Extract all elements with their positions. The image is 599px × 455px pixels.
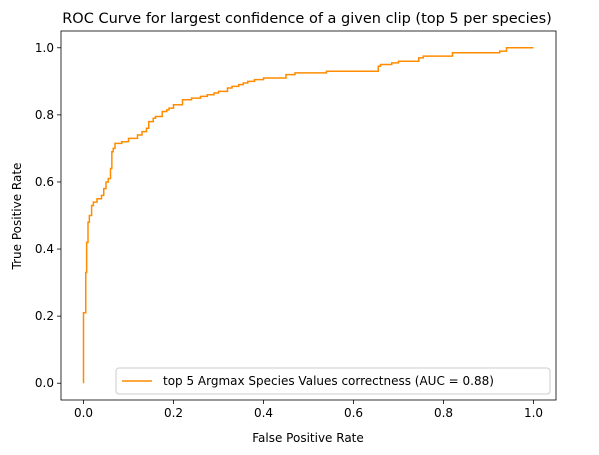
y-tick-label: 0.6 (35, 175, 54, 189)
y-tick-label: 0.4 (35, 242, 54, 256)
y-tick-label: 0.0 (35, 376, 54, 390)
x-axis-ticks: 0.0 0.2 0.4 0.6 0.8 1.0 (74, 400, 543, 420)
x-tick-label: 0.0 (74, 406, 93, 420)
x-axis-label: False Positive Rate (252, 431, 364, 445)
legend: top 5 Argmax Species Values correctness … (115, 367, 551, 395)
y-axis-label: True Positive Rate (10, 163, 24, 271)
y-tick-label: 0.8 (35, 108, 54, 122)
legend-box (115, 367, 551, 395)
plot-area-frame (60, 30, 557, 401)
x-tick-label: 0.4 (254, 406, 273, 420)
y-axis-ticks: 0.0 0.2 0.4 0.6 0.8 1.0 (35, 41, 61, 390)
x-tick-label: 0.6 (344, 406, 363, 420)
x-tick-label: 0.2 (164, 406, 183, 420)
chart-title: ROC Curve for largest confidence of a gi… (62, 11, 552, 27)
y-tick-label: 1.0 (35, 41, 54, 55)
x-tick-label: 0.8 (434, 406, 453, 420)
series-layer (82, 47, 534, 384)
x-tick-label: 1.0 (524, 406, 543, 420)
roc-series-line-0 (82, 47, 534, 384)
legend-label: top 5 Argmax Species Values correctness … (163, 374, 494, 388)
y-tick-label: 0.2 (35, 309, 54, 323)
